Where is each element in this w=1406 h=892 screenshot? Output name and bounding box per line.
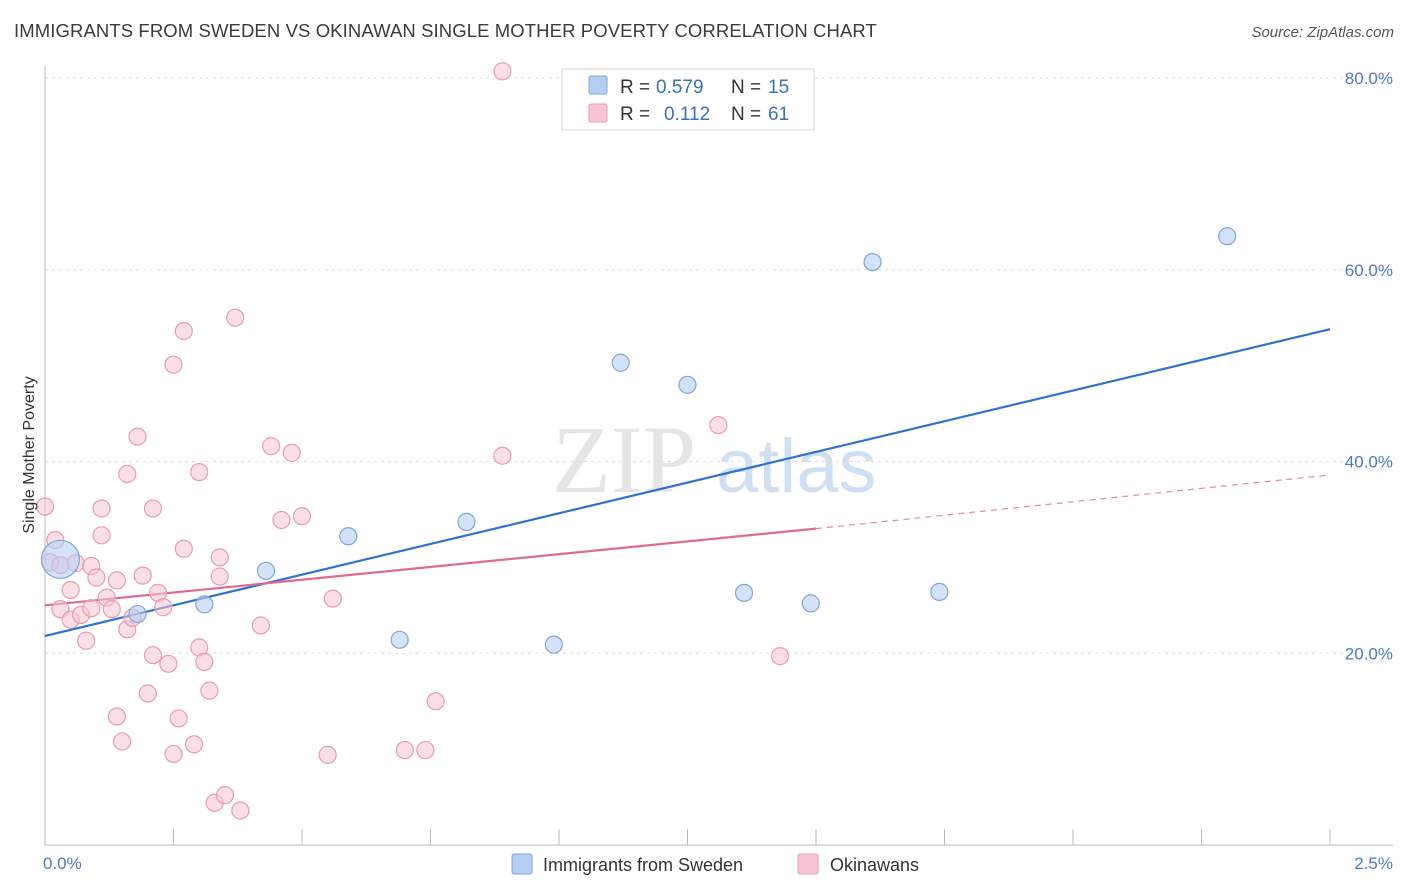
legend-n-label-sweden: N = xyxy=(731,77,761,98)
okinawan-point xyxy=(323,589,342,608)
okinawan-point xyxy=(493,62,512,81)
bottom-legend-swatch-sweden xyxy=(511,853,533,875)
bottom-legend-label-okinawan: Okinawans xyxy=(830,855,919,875)
okinawan-point xyxy=(128,427,147,446)
sweden-point xyxy=(930,582,949,601)
okinawan-point xyxy=(102,600,121,619)
legend-r-label-okinawan: R = xyxy=(620,104,650,125)
okinawan-point xyxy=(416,740,435,760)
sweden-point xyxy=(734,583,754,602)
trend-lines xyxy=(44,328,1331,638)
y-tick-label: 80.0% xyxy=(1345,69,1393,88)
okinawan-point xyxy=(107,571,127,590)
okinawan-point xyxy=(210,567,229,586)
okinawan-point xyxy=(292,507,312,526)
legend: R = 0.579 N = 15 R = 0.112 N = 61 xyxy=(561,68,815,131)
okinawan-point xyxy=(493,446,512,465)
okinawan-point xyxy=(133,566,152,585)
okinawan-point xyxy=(118,464,137,484)
okinawan-point xyxy=(184,735,204,754)
okinawan-point xyxy=(262,437,281,456)
sweden-point-large xyxy=(40,539,81,579)
okinawan-point xyxy=(210,548,229,567)
sweden-point xyxy=(256,561,276,580)
okinawan-point xyxy=(92,526,111,545)
legend-r-value-okinawan: 0.112 xyxy=(664,104,710,125)
okinawan-point xyxy=(318,745,337,764)
data-points xyxy=(35,62,1237,820)
legend-r-label-sweden: R = xyxy=(620,77,650,98)
okinawan-point xyxy=(87,568,106,587)
okinawan-point xyxy=(77,631,96,650)
sweden-point xyxy=(801,594,820,613)
legend-r-value-sweden: 0.579 xyxy=(656,77,704,98)
sweden-point xyxy=(544,635,563,654)
bottom-legend-swatch-okinawan xyxy=(797,853,819,875)
okinawan-point xyxy=(138,684,157,703)
tick-labels: 20.0% 40.0% 60.0% 80.0% 0.0% 2.5% xyxy=(43,69,1393,873)
okinawan-point xyxy=(195,652,214,671)
okinawan-point xyxy=(231,801,250,820)
grid-lines xyxy=(45,77,1393,654)
okinawan-point xyxy=(426,692,445,711)
okinawan-point xyxy=(112,732,132,751)
okinawan-trend-line-extension xyxy=(815,474,1331,530)
sweden-point xyxy=(611,353,630,372)
watermark-zip: ZIP xyxy=(552,406,696,513)
okinawan-point xyxy=(200,681,219,700)
okinawan-point xyxy=(35,497,55,516)
sweden-point xyxy=(863,252,882,272)
okinawan-point xyxy=(709,415,728,435)
legend-n-value-sweden: 15 xyxy=(768,77,789,98)
okinawan-point xyxy=(107,707,127,726)
okinawan-point xyxy=(61,580,80,600)
x-tick-label: 0.0% xyxy=(43,854,82,873)
axes xyxy=(44,66,1393,846)
okinawan-point xyxy=(272,510,291,530)
x-tick-label: 2.5% xyxy=(1354,854,1393,873)
okinawan-point xyxy=(215,786,234,805)
bottom-legend: Immigrants from Sweden Okinawans xyxy=(511,853,919,875)
okinawan-point xyxy=(92,499,111,518)
okinawan-point xyxy=(143,499,163,518)
okinawan-point xyxy=(282,443,301,462)
okinawan-point xyxy=(174,322,193,341)
legend-swatch-sweden xyxy=(588,75,608,95)
sweden-point xyxy=(128,604,147,624)
bottom-legend-label-sweden: Immigrants from Sweden xyxy=(543,855,743,875)
okinawan-point xyxy=(251,616,270,635)
okinawan-trend-line xyxy=(44,527,817,607)
okinawan-point xyxy=(174,539,193,558)
okinawan-point xyxy=(143,646,163,665)
sweden-point xyxy=(457,512,476,532)
sweden-point xyxy=(1218,227,1237,246)
y-tick-label: 40.0% xyxy=(1345,453,1393,472)
sweden-point xyxy=(339,527,358,546)
okinawan-point xyxy=(395,740,414,760)
chart-title: IMMIGRANTS FROM SWEDEN VS OKINAWAN SINGL… xyxy=(14,20,877,41)
okinawan-point xyxy=(226,308,245,327)
y-axis-label: Single Mother Poverty xyxy=(21,376,38,533)
okinawan-point xyxy=(164,355,183,374)
y-tick-label: 60.0% xyxy=(1345,261,1393,280)
okinawan-point xyxy=(190,462,209,482)
sweden-trend-line xyxy=(44,328,1331,638)
okinawan-point xyxy=(82,599,101,618)
watermark-atlas: atlas xyxy=(716,424,877,509)
source-label: Source: ZipAtlas.com xyxy=(1251,24,1394,41)
legend-swatch-okinawan xyxy=(588,103,608,123)
sweden-point xyxy=(195,595,214,614)
okinawan-point xyxy=(164,744,183,764)
legend-n-label-okinawan: N = xyxy=(731,104,761,125)
sweden-point xyxy=(678,375,697,394)
okinawan-point xyxy=(169,709,188,728)
y-tick-label: 20.0% xyxy=(1345,644,1393,663)
okinawan-point xyxy=(159,654,178,673)
okinawan-point xyxy=(154,598,173,617)
okinawan-point xyxy=(770,647,790,666)
sweden-point xyxy=(390,630,409,649)
legend-n-value-okinawan: 61 xyxy=(768,104,789,125)
